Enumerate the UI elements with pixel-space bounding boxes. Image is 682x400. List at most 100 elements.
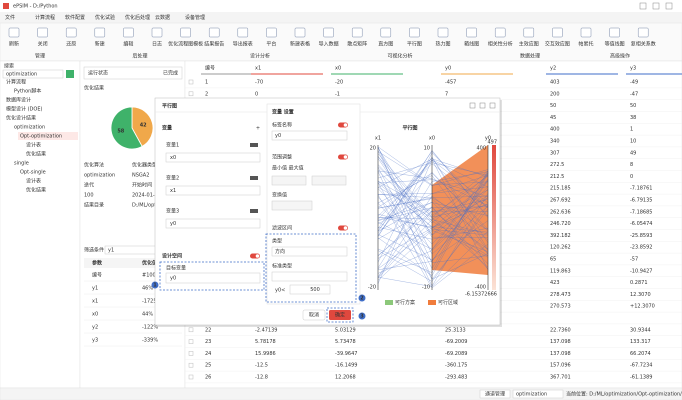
var-select[interactable] [165,152,261,163]
toolbar-label[interactable]: 帕累托 [578,41,593,48]
toolbar-icon[interactable] [380,27,392,38]
window-control[interactable] [652,2,660,10]
column-header[interactable]: y0 [445,66,451,72]
tree-item[interactable]: 优化结果 [26,151,46,158]
toolbar-icon[interactable] [494,27,506,38]
transform-input[interactable] [271,200,313,211]
column-header[interactable]: x0 [335,66,341,72]
tree-item[interactable]: Python脚本 [14,88,41,95]
cancel-label[interactable]: 取消 [309,312,319,319]
ok-label[interactable]: 确定 [335,312,345,319]
dialog-control[interactable] [489,102,496,109]
tab-label[interactable]: optimization [516,392,547,398]
window-control[interactable] [639,2,647,10]
row-checkbox[interactable] [188,351,194,356]
tree-item[interactable]: 设计表 [26,178,41,185]
tree-item[interactable]: 数据库设计 [6,97,31,104]
toolbar-label[interactable]: 交互效应图 [545,41,570,48]
ok-button[interactable] [329,310,351,320]
toolbar-icon[interactable] [208,27,220,38]
toolbar-icon[interactable] [180,27,191,38]
toolbar-icon[interactable] [65,27,77,38]
toolbar-label[interactable]: 关闭 [38,41,48,48]
row-checkbox[interactable] [188,362,194,368]
toolbar-label[interactable]: 箱线图 [464,41,479,48]
menu-item[interactable]: 计算流程 [35,14,55,21]
manage-label[interactable]: 通道管理 [485,391,505,398]
toolbar-icon[interactable] [409,27,420,38]
std-select[interactable] [271,271,348,282]
toolbar-label[interactable]: 直方图 [378,41,393,48]
toolbar-label[interactable]: 结果报告 [204,41,224,48]
toolbar-icon[interactable] [266,27,277,38]
max-input[interactable] [311,175,347,186]
toolbar-icon[interactable] [466,27,477,38]
toolbar-icon[interactable] [437,27,449,38]
toolbar-label[interactable]: 复相关系数 [631,41,656,48]
toolbar-label[interactable]: 优化流程图模板 [168,41,203,48]
kind-select[interactable] [271,246,348,257]
toolbar-icon[interactable] [37,27,48,38]
remove-var[interactable] [250,209,258,213]
toolbar-label[interactable]: 导入数据 [319,41,339,48]
column-header[interactable]: 编号 [205,65,215,72]
toolbar-icon[interactable] [123,27,134,38]
var-select[interactable] [165,218,261,229]
toolbar-label[interactable]: 等值线图 [605,41,625,48]
toolbar-label[interactable]: 主效应图 [519,41,539,48]
row-checkbox[interactable] [188,91,194,97]
min-input[interactable] [271,175,307,186]
toolbar-icon[interactable] [237,27,249,38]
row-checkbox[interactable] [188,327,194,333]
toolbar-icon[interactable] [351,27,363,38]
column-header[interactable]: y3 [630,66,636,72]
dialog-control[interactable] [469,102,476,109]
toolbar-label[interactable]: 平台 [266,41,276,48]
manage-button[interactable] [479,389,511,399]
toolbar-label[interactable]: 日志 [152,41,162,48]
toolbar-icon[interactable] [637,27,649,38]
tree-item[interactable]: 模型设计 (DOE) [6,106,42,113]
tree-item[interactable]: optimization [14,125,45,131]
toolbar-label[interactable]: 相关性分析 [488,41,513,48]
toolbar-icon[interactable] [523,27,535,38]
label-input[interactable] [271,130,348,141]
remove-var[interactable] [250,143,258,147]
toolbar-icon[interactable] [94,27,106,38]
toolbar-label[interactable]: 还原 [66,41,76,48]
toolbar-icon[interactable] [580,27,592,38]
toolbar-label[interactable]: 编辑 [123,41,133,48]
toolbar-icon[interactable] [8,27,20,38]
column-header[interactable]: y2 [550,66,556,72]
menu-item[interactable]: 设备管理 [185,14,205,21]
menu-item[interactable]: 优化后处理 [125,14,150,21]
search-add[interactable] [66,70,74,78]
var-select[interactable] [165,185,261,196]
search-box[interactable] [2,69,64,79]
tree-item[interactable]: Opt-single [20,170,46,176]
tree-item[interactable]: 设计表 [26,142,41,149]
tree-item[interactable]: 优化结果 [26,187,46,194]
menu-item[interactable]: 云数据 [155,14,170,21]
toolbar-icon[interactable] [609,27,620,38]
toolbar-label[interactable]: 散点矩阵 [347,41,367,48]
toolbar-label[interactable]: 新建表格 [290,41,310,48]
toolbar-icon[interactable] [323,27,334,38]
toolbar-label[interactable]: 平行图 [407,41,422,48]
menu-item[interactable]: 文件 [5,14,15,21]
tree-item[interactable]: Opt-optimization [20,134,62,140]
tree-item[interactable]: single [14,161,29,167]
toolbar-label[interactable]: 新建 [95,41,105,48]
toolbar-label[interactable]: 导出报表 [233,41,253,48]
target-select[interactable] [165,272,261,284]
window-control[interactable] [665,2,673,10]
menu-item[interactable]: 优化试验 [95,14,115,21]
row-checkbox[interactable] [188,79,194,85]
toolbar-icon[interactable] [552,27,563,38]
tree-item[interactable]: 优化设计结果 [6,115,36,122]
toolbar-label[interactable]: 刷新 [9,41,19,48]
cancel-button[interactable] [302,309,326,321]
menu-item[interactable]: 软件配置 [65,14,85,21]
add-button[interactable]: + [256,126,260,132]
tab[interactable] [512,389,564,399]
